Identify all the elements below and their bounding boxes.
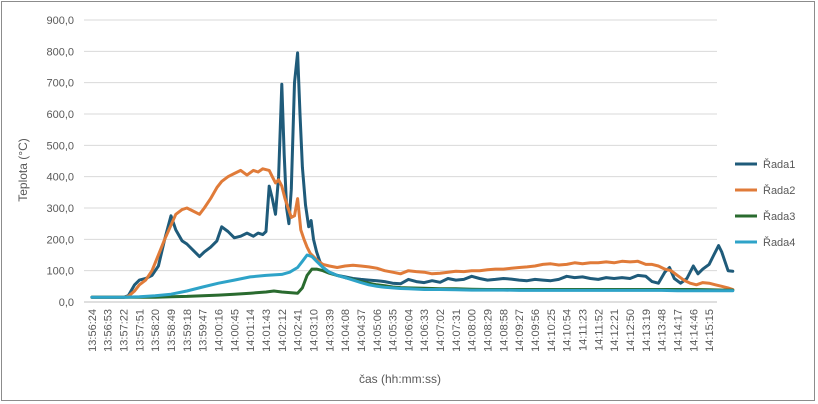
- x-tick-label: 14:06:33: [419, 309, 431, 352]
- x-tick-label: 14:14:17: [672, 309, 684, 352]
- y-axis-title: Teplota (°C): [16, 138, 30, 202]
- y-tick-label: 300,0: [46, 203, 74, 215]
- x-tick-label: 14:05:35: [388, 309, 400, 352]
- series-line-1: [90, 51, 735, 299]
- x-tick-label: 13:57:22: [119, 309, 131, 352]
- y-tick-label: 0,0: [59, 297, 74, 309]
- x-tick-label: 14:13:48: [657, 309, 669, 352]
- series-line-3: [90, 267, 735, 299]
- x-tick-label: 14:10:54: [562, 309, 574, 352]
- x-tick-label: 14:04:08: [340, 309, 352, 352]
- legend-label: Řada4: [763, 236, 795, 249]
- x-tick-label: 14:11:52: [593, 309, 605, 351]
- x-tick-label: 14:08:29: [483, 309, 495, 352]
- y-tick-label: 600,0: [46, 109, 74, 121]
- gridlines: [84, 19, 717, 303]
- x-tick-label: 13:59:47: [198, 309, 210, 352]
- x-tick-label: 14:03:39: [324, 309, 336, 352]
- x-tick-label: 14:00:16: [214, 309, 226, 352]
- legend: Řada1 Řada2 Řada3 Řada4: [735, 158, 795, 249]
- series-line-2: [90, 167, 735, 299]
- x-tick-label: 14:12:50: [625, 309, 637, 352]
- y-tick-label: 100,0: [46, 266, 74, 278]
- x-tick-label: 14:10:25: [546, 309, 558, 352]
- legend-label: Řada3: [763, 210, 795, 223]
- x-tick-label: 14:04:37: [356, 309, 368, 352]
- y-tick-label: 700,0: [46, 78, 74, 90]
- x-tick-label: 14:11:23: [577, 309, 589, 351]
- x-tick-label: 13:56:24: [87, 309, 99, 352]
- x-tick-label: 14:00:45: [229, 309, 241, 352]
- x-tick-label: 13:58:49: [166, 309, 178, 352]
- x-tick-label: 13:58:20: [150, 309, 162, 352]
- x-tick-label: 14:07:31: [451, 309, 463, 352]
- x-tick-label: 14:08:00: [467, 309, 479, 352]
- y-tick-label: 500,0: [46, 140, 74, 152]
- x-tick-label: 14:01:43: [261, 309, 273, 352]
- x-tick-label: 14:02:12: [277, 309, 289, 352]
- x-tick-label: 14:15:15: [704, 309, 716, 352]
- x-tick-label: 13:56:53: [103, 309, 115, 352]
- y-tick-label: 800,0: [46, 46, 74, 58]
- x-tick-label: 14:09:56: [530, 309, 542, 352]
- x-tick-labels: 13:56:24 13:56:53 13:57:22 13:57:51 13:58:20…: [87, 309, 716, 352]
- series-line-4: [90, 253, 735, 299]
- x-tick-label: 14:02:41: [293, 309, 305, 352]
- x-tick-label: 13:57:51: [134, 309, 146, 352]
- y-tick-label: 900,0: [46, 15, 74, 27]
- x-tick-label: 14:03:10: [308, 309, 320, 352]
- x-tick-label: 14:14:46: [688, 309, 700, 352]
- x-tick-label: 14:08:58: [498, 309, 510, 352]
- y-tick-label: 200,0: [46, 234, 74, 246]
- legend-label: Řada1: [763, 158, 795, 171]
- y-tick-label: 400,0: [46, 172, 74, 184]
- x-tick-label: 13:59:18: [182, 309, 194, 352]
- y-tick-labels: 0,0 100,0 200,0 300,0 400,0 500,0 600,0 700,0 80…: [46, 15, 74, 309]
- x-tick-label: 14:12:21: [609, 309, 621, 352]
- x-tick-label: 14:06:04: [403, 309, 415, 352]
- x-tick-label: 14:01:14: [245, 309, 257, 352]
- x-tick-label: 14:13:19: [641, 309, 653, 352]
- legend-label: Řada2: [763, 184, 795, 197]
- series-lines: [90, 51, 735, 299]
- x-axis-title: čas (hh:mm:ss): [359, 372, 441, 386]
- x-tick-label: 14:05:06: [372, 309, 384, 352]
- x-tick-label: 14:09:27: [514, 309, 526, 352]
- x-tick-label: 14:07:02: [435, 309, 447, 352]
